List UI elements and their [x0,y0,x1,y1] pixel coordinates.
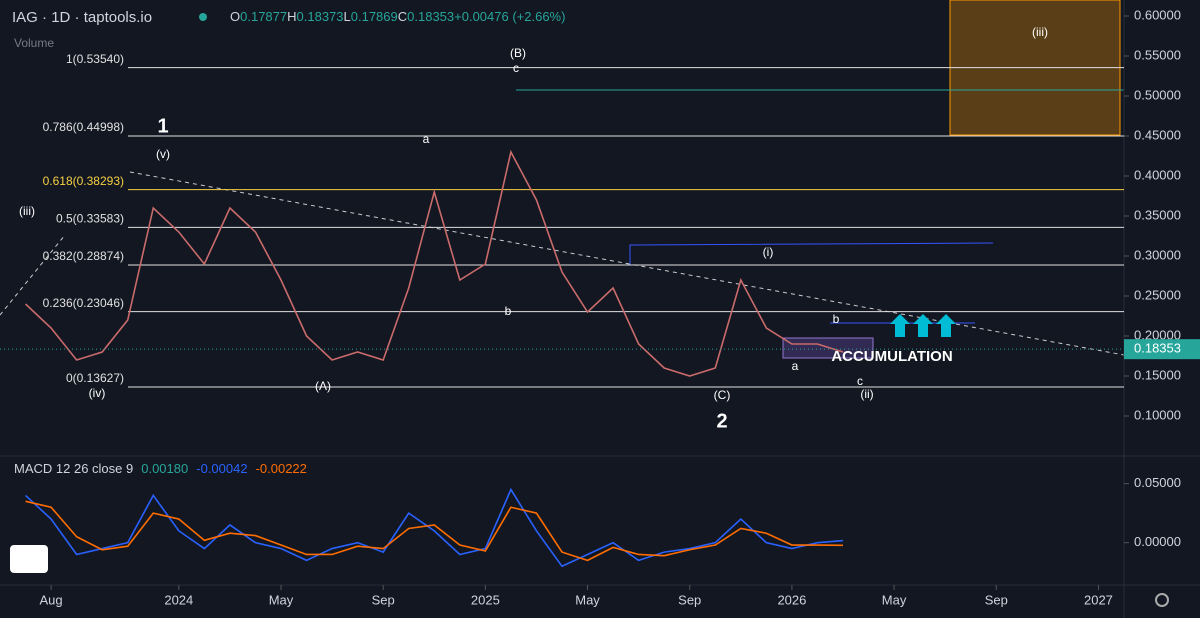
y-tick-label: 0.25000 [1134,287,1181,302]
y-tick-label: 0.30000 [1134,247,1181,262]
wave-label: (v) [156,147,170,161]
x-tick-label: Aug [40,592,63,607]
ohlc-value: 0.18373 [297,9,344,24]
y-tick-label: 0.35000 [1134,207,1181,222]
wave-label: b [833,312,840,326]
wave-label: 2 [716,410,727,432]
arrows [890,314,956,337]
series-line [25,500,844,562]
ohlc-value: 0.18353 [407,9,454,24]
y-tick-label: 0.45000 [1134,127,1181,142]
symbol: IAG [12,9,38,26]
wave-label: a [423,132,430,146]
wave-label: (iv) [89,386,106,400]
indicator-name: MACD 12 26 close 9 [14,461,133,476]
fib-label: 0.5(0.33583) [56,212,124,226]
fib-label: 0.382(0.28874) [43,249,124,263]
source: taptools.io [84,9,152,26]
y-tick-label: 0.60000 [1134,7,1181,22]
logo [10,545,48,573]
fib-label: 0.786(0.44998) [43,120,124,134]
y-tick-label: 0.40000 [1134,167,1181,182]
x-tick-label: Sep [985,592,1008,607]
indicator-value: -0.00222 [256,461,307,476]
x-tick-label: May [882,592,907,607]
x-tick-label: May [269,592,294,607]
trendline [0,234,66,316]
fib-label: 1(0.53540) [66,52,124,66]
level-line [629,242,994,265]
x-tick-label: 2025 [471,592,500,607]
wave-label: (B) [510,46,526,60]
indicator-value: 0.00180 [141,461,188,476]
ohlc: O0.17877H0.18373L0.17869C0.18353+0.00476… [230,9,565,24]
y-tick-label: 0.50000 [1134,87,1181,102]
series-line [24,149,844,377]
series-line [25,487,844,568]
interval: 1D [51,9,70,26]
last-price-label: 0.18353 [1134,341,1181,356]
y-tick-label: 0.55000 [1134,47,1181,62]
wave-label: (iii) [1032,25,1048,39]
x-tick-label: 2024 [164,592,193,607]
ohlc-key: H [287,9,296,24]
change: +0.00476 (+2.66%) [454,9,565,24]
volume-label: Volume [14,36,54,50]
x-tick-label: Sep [678,592,701,607]
ohlc-value: 0.17877 [240,9,287,24]
wave-label: (i) [763,245,774,259]
indicator-title: MACD 12 26 close 9 0.00180 -0.00042 -0.0022… [14,461,307,476]
ohlc-key: L [344,9,351,24]
x-tick-label: 2026 [777,592,806,607]
wave-label: (A) [315,379,331,393]
x-tick-label: Sep [372,592,395,607]
y-tick-label: 0.05000 [1134,475,1181,490]
y-tick-label: 0.10000 [1134,407,1181,422]
x-tick-label: 2027 [1084,592,1113,607]
y-tick-label: 0.15000 [1134,367,1181,382]
wave-label: (ii) [860,387,873,401]
wave-label: (C) [714,388,731,402]
indicator-value: -0.00042 [196,461,247,476]
wave-label: (iii) [19,204,35,218]
x-tick-label: May [575,592,600,607]
wave-label: c [857,374,863,388]
fib-label: 0(0.13627) [66,371,124,385]
ohlc-key: O [230,9,240,24]
header-title: IAG · 1D · taptools.io [12,9,152,26]
fib-label: 0.618(0.38293) [43,174,124,188]
wave-label: ACCUMULATION [831,348,952,365]
wave-label: b [505,304,512,318]
status-dot [199,13,207,21]
wave-label: a [792,359,799,373]
y-tick-label: 0.20000 [1134,327,1181,342]
trendline [129,171,1125,356]
wave-label: 1 [157,115,168,137]
settings[interactable] [1155,593,1169,607]
y-tick-label: 0.00000 [1134,534,1181,549]
ohlc-key: C [398,9,407,24]
ohlc-value: 0.17869 [351,9,398,24]
last-price-box [1124,339,1200,360]
wave-label: c [513,61,519,75]
fib-label: 0.236(0.23046) [43,296,124,310]
